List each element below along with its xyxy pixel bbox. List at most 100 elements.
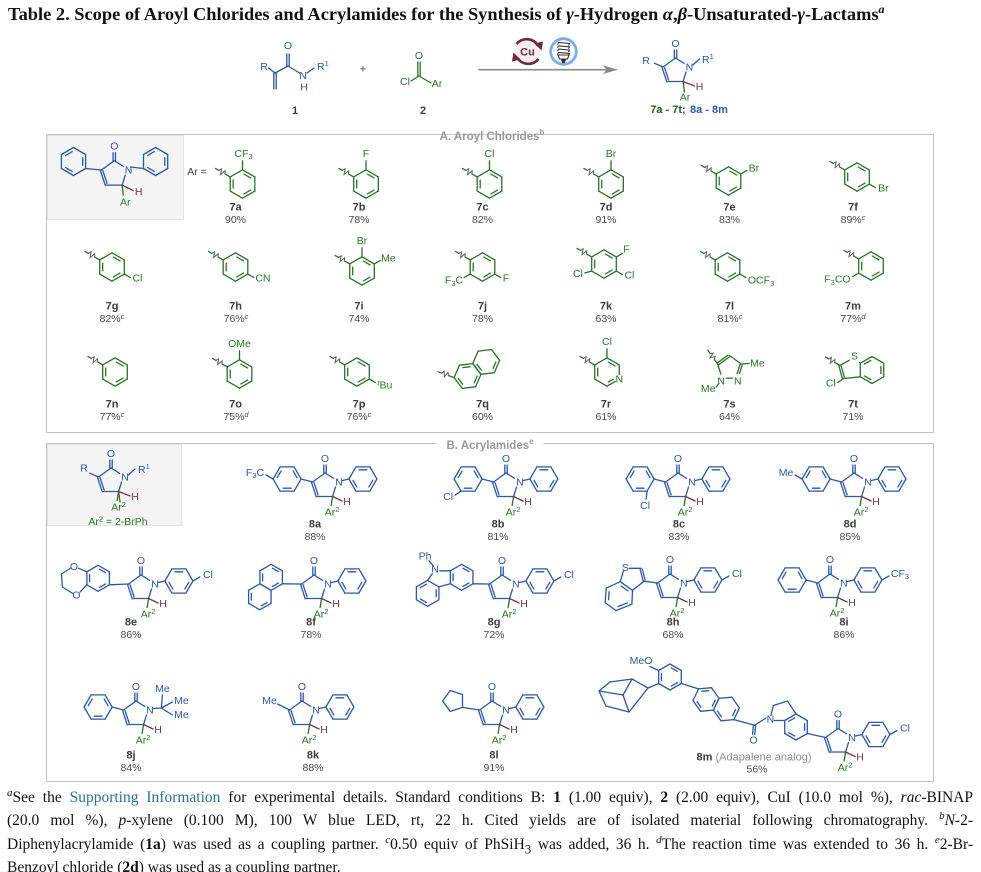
svg-text:8b: 8b (492, 519, 505, 531)
svg-text:O: O (666, 554, 674, 566)
svg-text:N: N (502, 705, 510, 717)
svg-text:H: H (520, 598, 528, 610)
svg-text:R: R (80, 463, 88, 475)
svg-text:O: O (298, 681, 306, 693)
svg-text:83%: 83% (668, 531, 689, 543)
svg-text:7f: 7f (848, 202, 858, 214)
svg-text:N: N (734, 376, 742, 388)
svg-text:R1: R1 (138, 462, 150, 476)
svg-text:91%: 91% (595, 214, 616, 226)
svg-text:Ar2: Ar2 (111, 500, 126, 514)
svg-text:Ar2: Ar2 (502, 607, 517, 621)
svg-text:81%: 81% (487, 531, 508, 543)
svg-text:N: N (616, 374, 624, 386)
svg-text:Ar2: Ar2 (506, 505, 521, 519)
svg-text:+: + (360, 64, 366, 76)
svg-text:Cl: Cl (400, 76, 410, 88)
svg-text:7m: 7m (845, 301, 861, 313)
svg-text:89%c: 89%c (841, 213, 866, 226)
svg-text:83%: 83% (719, 214, 740, 226)
svg-text:N: N (516, 477, 524, 489)
svg-text:7d: 7d (600, 202, 613, 214)
svg-text:78%: 78% (472, 313, 493, 325)
svg-text:N: N (151, 579, 159, 591)
svg-text:N: N (324, 579, 332, 591)
svg-text:7i: 7i (354, 301, 363, 313)
svg-text:O: O (110, 141, 118, 153)
svg-text:F: F (363, 148, 369, 160)
svg-text:81%c: 81%c (718, 312, 743, 325)
svg-text:O: O (850, 453, 858, 465)
svg-text:Me: Me (155, 683, 170, 695)
svg-text:7r: 7r (601, 399, 612, 411)
svg-text:N: N (840, 578, 848, 590)
svg-text:S: S (622, 562, 629, 574)
svg-text:7t: 7t (848, 399, 858, 411)
svg-text:8i: 8i (839, 617, 848, 629)
svg-text:78%: 78% (300, 629, 321, 641)
svg-text:7g: 7g (106, 301, 119, 313)
svg-text:F3C: F3C (445, 275, 464, 288)
svg-text:O: O (488, 681, 496, 693)
svg-text:7j: 7j (478, 301, 487, 313)
svg-text:1: 1 (292, 105, 298, 117)
svg-text:7h: 7h (229, 301, 242, 313)
svg-text:Cl: Cl (443, 491, 453, 503)
svg-text:Ar2: Ar2 (678, 505, 693, 519)
svg-text:Me: Me (750, 357, 765, 369)
svg-text:91%: 91% (483, 762, 504, 774)
svg-text:Cl: Cl (564, 569, 574, 581)
svg-text:O: O (132, 681, 140, 693)
svg-text:88%: 88% (304, 531, 325, 543)
svg-text:7l: 7l (725, 301, 734, 313)
svg-text:F: F (503, 273, 509, 285)
svg-text:N: N (121, 472, 129, 484)
svg-text:7s: 7s (723, 399, 735, 411)
svg-text:H: H (159, 598, 167, 610)
svg-text:76%c: 76%c (224, 312, 249, 325)
svg-text:H: H (696, 81, 704, 93)
svg-text:86%: 86% (120, 629, 141, 641)
svg-text:7k: 7k (600, 301, 613, 313)
svg-text:H: H (135, 186, 143, 198)
svg-text:Ar2: Ar2 (302, 733, 317, 747)
svg-text:R: R (260, 61, 268, 73)
svg-text:Cl: Cl (640, 500, 650, 512)
svg-text:8d: 8d (844, 519, 857, 531)
svg-text:R1: R1 (317, 59, 329, 73)
svg-text:S: S (851, 351, 858, 363)
svg-text:7p: 7p (353, 399, 366, 411)
svg-text:74%: 74% (348, 313, 369, 325)
svg-text:O: O (502, 453, 510, 465)
svg-text:Cl: Cl (900, 723, 910, 735)
svg-text:O: O (674, 453, 682, 465)
svg-text:7a - 7t;: 7a - 7t; (650, 104, 685, 116)
svg-text:8h: 8h (667, 617, 680, 629)
svg-text:Cl: Cl (203, 569, 213, 581)
svg-text:H: H (332, 598, 340, 610)
svg-text:7n: 7n (106, 399, 119, 411)
svg-text:88%: 88% (302, 762, 323, 774)
svg-text:N: N (864, 477, 872, 489)
svg-text:Cl: Cl (573, 268, 583, 280)
svg-text:Ar2: Ar2 (136, 733, 151, 747)
svg-text:90%: 90% (225, 214, 246, 226)
svg-text:8a: 8a (309, 519, 322, 531)
svg-text:77%c: 77%c (100, 410, 125, 423)
svg-text:N: N (335, 477, 343, 489)
svg-text:7a: 7a (229, 202, 242, 214)
svg-text:CF3: CF3 (891, 568, 909, 581)
svg-text:N: N (146, 705, 154, 717)
svg-text:Cl: Cl (485, 148, 495, 160)
svg-text:60%: 60% (472, 411, 493, 423)
svg-text:63%: 63% (595, 313, 616, 325)
svg-text:Ar2: Ar2 (141, 607, 156, 621)
svg-text:61%: 61% (595, 411, 616, 423)
svg-text:OCF3: OCF3 (748, 275, 774, 288)
svg-text:77%d: 77%d (840, 312, 866, 325)
svg-text:O: O (137, 555, 145, 567)
svg-text:O: O (70, 561, 78, 573)
svg-text:56%: 56% (746, 764, 767, 776)
svg-text:Br: Br (357, 235, 368, 247)
svg-text:H: H (131, 491, 139, 503)
